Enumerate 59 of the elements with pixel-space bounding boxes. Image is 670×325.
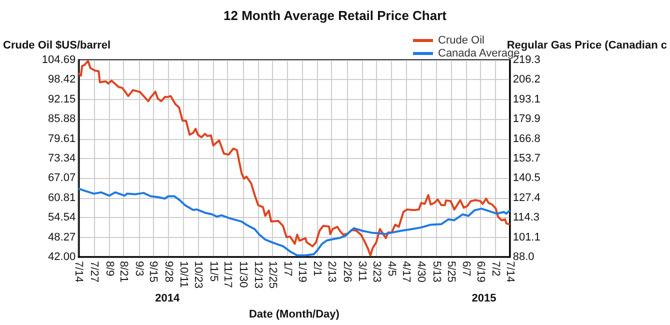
x-tick-label: 4/17	[400, 261, 412, 282]
x-tick-label: 1/7	[282, 261, 294, 276]
y-tick-label: 92.15	[48, 93, 76, 106]
x-tick-label: 8/21	[117, 261, 130, 282]
x-tick-label: 1/19	[296, 261, 308, 282]
y-tick-label: 98.42	[48, 74, 76, 86]
x-tick-label: 8/9	[103, 261, 116, 276]
x-tick-label: 6/19	[474, 261, 486, 282]
y2-tick-label: 206.2	[512, 74, 540, 86]
y2-tick-label: 153.7	[512, 152, 540, 164]
x-tick-label: 9/28	[162, 261, 174, 282]
x-tick-label: 3/11	[356, 261, 368, 282]
y2-tick-label: 127.4	[512, 192, 540, 204]
y2-tick-label: 114.3	[512, 212, 540, 224]
text: 2015	[472, 292, 496, 304]
x-tick-label: 7/27	[88, 261, 100, 282]
x-tick-label: 10/11	[178, 261, 190, 288]
y2-tick-label: 193.1	[512, 93, 540, 106]
x-tick-label: 11/30	[236, 261, 249, 288]
x-tick-label: 12/25	[266, 261, 278, 289]
x-tick-label: 7/2	[490, 261, 502, 276]
y-axis-title: Crude Oil $US/barrel	[2, 40, 111, 52]
x-tick-label: 4/5	[386, 261, 398, 276]
x-tick-label: 9/15	[147, 261, 160, 282]
line-series	[78, 60, 511, 256]
x-tick-label: 11/17	[221, 261, 234, 288]
x-tick-label: 10/23	[192, 261, 204, 289]
x-tick-label: 3/23	[370, 261, 382, 282]
y2-tick-label: 88.0	[512, 251, 534, 263]
y-tick-label: 67.07	[48, 172, 76, 184]
x-tick-label: 7/14	[504, 261, 516, 282]
x-tick-label: 11/5	[207, 261, 220, 282]
x-tick-label: 7/14	[72, 261, 85, 282]
y-tick-label: 48.27	[48, 231, 76, 244]
y-tick-label: 60.81	[48, 192, 76, 204]
x-axis-title: Date (Month/Day)	[248, 308, 340, 320]
x-tick-label: 2/26	[340, 261, 353, 282]
x-tick-label: 2/1	[311, 261, 324, 276]
y2-tick-label: 140.5	[512, 172, 540, 184]
y-tick-label: 73.34	[48, 152, 76, 165]
x-tick-label: 5/13	[430, 261, 443, 282]
x-tick-label: 6/7	[460, 261, 472, 276]
legend-label: Crude Oil	[438, 34, 484, 46]
y-tick-label: 79.61	[48, 132, 76, 145]
y-tick-label: 104.69	[42, 54, 76, 66]
text: 2014	[155, 292, 180, 304]
x-tick-label: 4/30	[415, 261, 428, 282]
x-tick-label: 9/3	[132, 261, 145, 276]
y2-axis-title: Regular Gas Price (Canadian c	[506, 40, 667, 52]
y-tick-label: 85.88	[48, 113, 76, 126]
y-tick-label: 42.00	[48, 251, 76, 263]
chart-title: 12 Month Average Retail Price Chart	[224, 8, 448, 23]
y2-tick-label: 166.8	[512, 132, 540, 145]
y2-tick-label: 179.9	[512, 113, 540, 126]
x-tick-label: 2/13	[325, 261, 338, 282]
x-tick-label: 5/25	[444, 261, 457, 282]
y2-tick-label: 101.1	[512, 231, 540, 244]
y-tick-label: 54.54	[48, 212, 76, 224]
x-tick-label: 12/13	[252, 261, 264, 289]
